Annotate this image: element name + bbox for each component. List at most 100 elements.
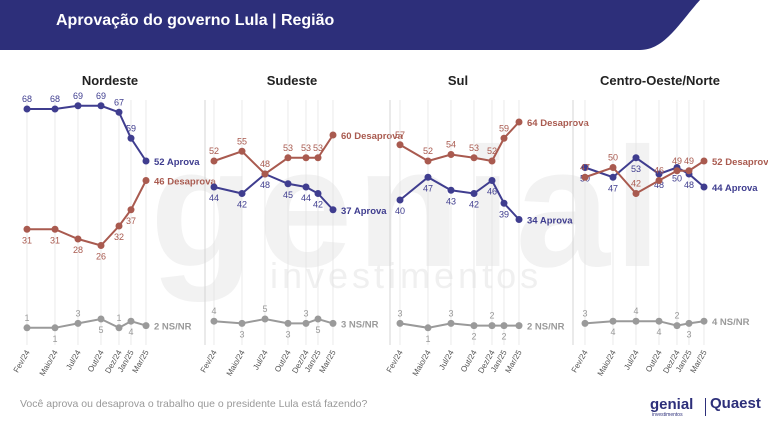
data-point-1-1-5 — [314, 154, 322, 162]
watermark-logo: genial — [150, 113, 666, 303]
data-label-1-1-1: 55 — [237, 136, 247, 146]
x-tick-0-1: Maio/24 — [38, 348, 60, 378]
data-label-3-0-5: 48 — [684, 180, 694, 190]
data-point-3-0-2 — [632, 154, 640, 162]
data-point-3-1-6 — [700, 157, 708, 165]
data-point-1-2-3 — [284, 319, 292, 327]
data-label-2-0-3: 42 — [469, 200, 479, 210]
genial-logo-sub: investimentos — [652, 412, 683, 418]
data-label-2-1-5: 59 — [499, 123, 509, 133]
data-label-1-2-1: 3 — [239, 329, 244, 339]
data-point-0-0-0 — [23, 105, 31, 113]
data-point-1-2-1 — [238, 319, 246, 327]
data-point-3-0-6 — [700, 183, 708, 191]
x-tick-3-2: Jul/24 — [622, 348, 641, 371]
data-point-2-0-2 — [447, 186, 455, 194]
x-tick-1-2: Jul/24 — [251, 348, 270, 371]
panel-title-sudeste: Sudeste — [266, 73, 318, 88]
data-point-1-2-6 — [329, 319, 337, 327]
data-point-3-1-0 — [581, 173, 589, 181]
data-point-0-1-6 — [142, 177, 150, 184]
data-point-2-1-1 — [424, 157, 432, 165]
data-point-0-2-0 — [23, 324, 31, 332]
end-label-0-0: 52 Aprova — [154, 157, 200, 168]
data-label-2-2-1: 1 — [425, 334, 430, 344]
data-label-3-0-3: 48 — [654, 180, 664, 190]
data-point-2-0-4 — [488, 177, 496, 184]
logo-divider — [705, 398, 706, 416]
data-label-2-1-4: 52 — [487, 146, 497, 156]
data-label-1-1-3: 53 — [283, 143, 293, 153]
data-label-2-1-3: 53 — [469, 143, 479, 153]
data-label-1-0-1: 42 — [237, 200, 247, 210]
data-point-3-1-2 — [632, 190, 640, 197]
data-label-2-0-4: 46 — [487, 187, 497, 197]
data-point-1-0-5 — [314, 190, 322, 197]
data-point-0-1-2 — [74, 235, 82, 243]
data-label-0-2-0: 1 — [24, 313, 29, 323]
data-point-2-2-0 — [396, 319, 404, 327]
data-point-1-1-2 — [261, 170, 269, 178]
x-tick-2-2: Jul/24 — [437, 348, 456, 371]
data-point-0-1-1 — [51, 225, 59, 233]
end-label-1-0: 37 Aprova — [341, 206, 387, 217]
data-label-3-2-5: 3 — [686, 329, 691, 339]
data-point-0-2-2 — [74, 319, 82, 327]
data-label-2-0-0: 40 — [395, 206, 405, 216]
data-label-1-2-2: 5 — [262, 304, 267, 314]
end-label-3-2: 4 NS/NR — [712, 317, 750, 328]
data-label-0-2-3: 5 — [98, 325, 103, 335]
data-label-2-1-0: 57 — [395, 130, 405, 140]
data-label-3-0-1: 47 — [608, 183, 618, 193]
end-label-1-2: 3 NS/NR — [341, 319, 379, 330]
data-point-2-2-3 — [470, 322, 478, 330]
data-label-0-2-2: 3 — [75, 308, 80, 318]
data-label-0-0-1: 68 — [50, 94, 60, 104]
end-label-2-0: 34 Aprova — [527, 216, 573, 227]
end-label-2-1: 64 Desaprova — [527, 118, 590, 129]
data-point-3-2-2 — [632, 317, 640, 325]
data-label-2-0-1: 47 — [423, 183, 433, 193]
data-point-0-1-0 — [23, 225, 31, 233]
x-tick-2-0: Fev/24 — [385, 348, 405, 374]
data-label-0-1-0: 31 — [22, 235, 32, 245]
data-label-1-0-0: 44 — [209, 193, 219, 203]
data-point-1-0-4 — [302, 183, 310, 191]
data-label-3-1-1: 50 — [608, 153, 618, 163]
data-label-3-1-4: 49 — [672, 156, 682, 166]
data-label-2-2-2: 3 — [448, 308, 453, 318]
data-point-2-2-6 — [515, 322, 523, 330]
end-label-2-2: 2 NS/NR — [527, 322, 565, 333]
data-point-3-2-6 — [700, 317, 708, 325]
data-point-0-2-4 — [115, 324, 123, 332]
data-label-0-1-1: 31 — [50, 235, 60, 245]
data-point-1-2-2 — [261, 315, 269, 323]
data-point-3-2-1 — [609, 317, 617, 325]
data-point-3-0-0 — [581, 164, 589, 171]
data-point-3-0-3 — [655, 170, 663, 178]
data-point-1-0-0 — [210, 183, 218, 191]
data-label-0-2-4: 1 — [116, 313, 121, 323]
data-point-3-1-4 — [673, 167, 681, 175]
data-point-2-1-3 — [470, 154, 478, 162]
x-tick-1-0: Fev/24 — [199, 348, 219, 374]
data-point-1-1-4 — [302, 154, 310, 162]
data-point-3-2-0 — [581, 319, 589, 327]
data-label-3-1-3: 46 — [654, 166, 664, 176]
end-label-1-1: 60 Desaprova — [341, 131, 404, 142]
data-point-2-2-4 — [488, 322, 496, 330]
data-point-0-1-4 — [115, 222, 123, 230]
data-label-2-2-4: 2 — [489, 311, 494, 321]
series-line-0-0 — [27, 104, 147, 162]
data-point-1-2-0 — [210, 317, 218, 325]
data-label-1-2-5: 5 — [315, 325, 320, 335]
data-label-2-2-3: 2 — [471, 332, 476, 342]
data-point-1-1-0 — [210, 157, 218, 165]
end-label-0-2: 2 NS/NR — [154, 322, 192, 333]
end-label-3-0: 44 Aprova — [712, 183, 758, 194]
data-point-0-0-4 — [115, 108, 123, 116]
data-point-0-2-6 — [142, 322, 150, 330]
data-label-2-1-2: 54 — [446, 140, 456, 150]
data-label-0-0-3: 69 — [96, 91, 106, 101]
